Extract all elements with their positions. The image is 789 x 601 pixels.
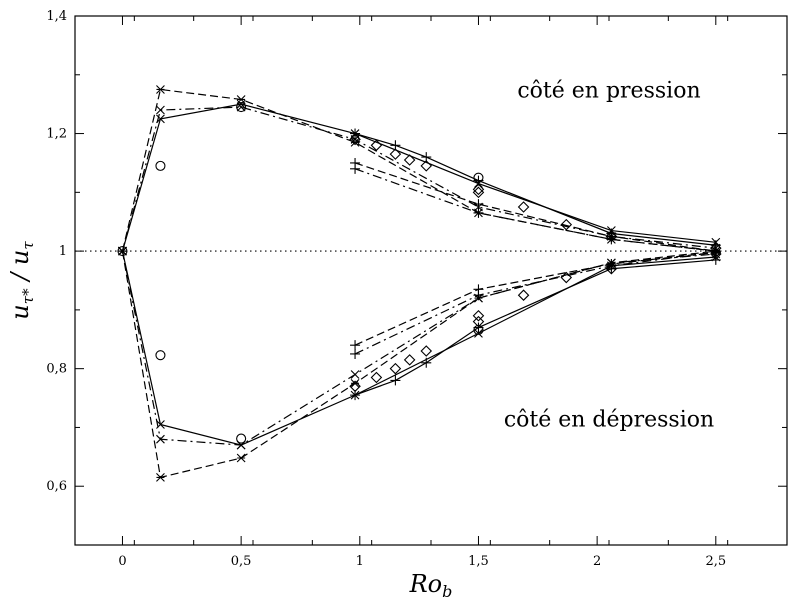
data-point-star xyxy=(156,85,165,94)
data-point-circle xyxy=(155,350,166,361)
series-line-suction-dashed-star xyxy=(121,250,716,479)
data-point-x xyxy=(156,114,165,124)
data-point-plus xyxy=(350,348,361,359)
y-tick-label: 0,8 xyxy=(46,362,67,377)
data-point-diamond xyxy=(472,183,485,196)
data-point-x xyxy=(156,105,165,115)
data-point-diamond xyxy=(472,309,485,322)
data-point-plus xyxy=(606,234,617,245)
data-point-star xyxy=(236,453,246,463)
data-point-diamond xyxy=(403,154,416,166)
data-point-circle xyxy=(473,172,484,183)
data-point-x xyxy=(236,102,246,112)
data-point-diamond xyxy=(370,371,383,384)
data-point-plus xyxy=(350,128,361,139)
data-point-plus xyxy=(473,322,484,333)
data-point-x xyxy=(156,434,165,444)
data-point-diamond xyxy=(349,133,361,146)
data-point-circle xyxy=(236,433,247,444)
data-point-diamond xyxy=(349,380,361,393)
series-line-suction-dashed-plus xyxy=(354,251,716,346)
series-line-pressure-dashdot-plus xyxy=(354,168,716,252)
data-point-plus xyxy=(390,375,401,386)
data-point-diamond xyxy=(403,354,416,366)
data-point-star xyxy=(156,473,165,482)
x-tick-label: 2,5 xyxy=(705,554,726,569)
x-tick-label: 0 xyxy=(118,554,126,569)
data-point-diamond xyxy=(560,218,573,231)
data-point-diamond xyxy=(389,362,402,375)
series-line-pressure-solid-x xyxy=(121,103,716,252)
annotation-pressure-side: côté en pression xyxy=(517,78,700,103)
series-line-pressure-solid-plus xyxy=(354,132,716,246)
annotation-suction-side: côté en dépression xyxy=(504,408,714,433)
x-axis-title: Rob xyxy=(409,570,453,601)
data-point-diamond xyxy=(710,248,722,260)
data-point-diamond xyxy=(517,201,530,213)
data-point-plus xyxy=(606,260,617,271)
data-point-circle xyxy=(236,102,247,113)
data-point-diamond xyxy=(472,186,485,199)
y-axis-title: uτ* / uτ xyxy=(6,241,37,320)
series-line-pressure-dashed-plus xyxy=(354,162,716,252)
axis-layer: 0 0,5 1 1,5 2 2,5 0,6 0,8 1 1,2 1,4 xyxy=(46,9,788,569)
x-tick-label: 0,5 xyxy=(231,554,252,569)
x-tick-label: 2 xyxy=(593,554,601,569)
data-point-plus xyxy=(350,340,361,351)
marker-layer xyxy=(117,85,722,482)
data-point-diamond xyxy=(605,262,618,275)
y-tick-label: 1,4 xyxy=(46,9,67,24)
series-line-suction-dashdot-plus xyxy=(354,251,716,355)
series-line-suction-solid-plus xyxy=(354,259,716,396)
data-point-plus xyxy=(421,357,432,368)
data-point-star xyxy=(118,246,127,256)
data-point-plus xyxy=(350,163,361,174)
data-point-x xyxy=(156,420,165,429)
data-point-diamond xyxy=(420,345,433,357)
data-point-diamond xyxy=(472,315,485,328)
data-point-x xyxy=(350,370,360,379)
data-point-diamond xyxy=(420,160,433,172)
x-tick-label: 1 xyxy=(356,554,364,569)
y-tick-label: 0,6 xyxy=(46,479,67,494)
data-point-diamond xyxy=(370,139,383,152)
data-point-circle xyxy=(473,324,484,335)
data-point-star xyxy=(236,95,246,104)
y-tick-label: 1 xyxy=(59,244,67,259)
data-point-plus xyxy=(473,290,484,301)
data-point-plus xyxy=(473,207,484,218)
data-point-x xyxy=(474,329,483,338)
data-point-diamond xyxy=(560,271,573,284)
series-line-pressure-dashed-star xyxy=(121,88,716,252)
data-point-diamond xyxy=(605,230,618,243)
data-point-diamond xyxy=(517,289,530,301)
data-point-diamond xyxy=(389,148,402,160)
y-tick-label: 1,2 xyxy=(46,127,67,142)
data-point-circle xyxy=(155,160,166,171)
data-point-circle xyxy=(117,246,128,257)
x-tick-label: 1,5 xyxy=(468,554,489,569)
data-point-plus xyxy=(473,199,484,210)
series-line-pressure-dashdot-x xyxy=(121,106,716,252)
